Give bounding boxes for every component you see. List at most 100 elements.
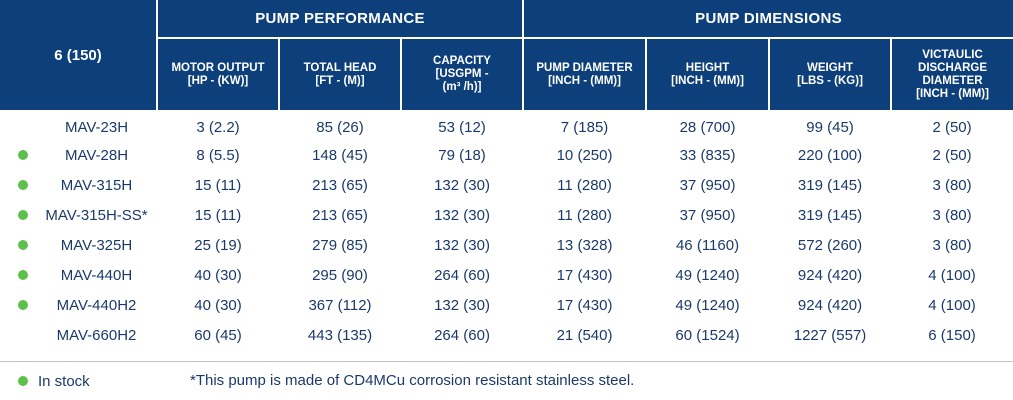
model-name: MAV-440H: [60, 266, 133, 284]
discharge-diameter-cell: 4 (100): [928, 296, 976, 314]
pump-diameter-cell: 11 (280): [557, 176, 612, 194]
weight-header: WEIGHT [LBS - (KG)]: [768, 38, 892, 110]
discharge-diameter-cell: 3 (80): [932, 176, 972, 194]
header-column-row: MOTOR OUTPUT [HP - (KW)] TOTAL HEAD [FT …: [0, 38, 1013, 110]
table-row: MAV-660H2 60 (45) 443 (135) 264 (60) 21 (540…: [0, 320, 1013, 350]
height-cell: 46 (1160): [675, 236, 740, 254]
model-name: MAV-23H: [64, 118, 129, 136]
weight-cell: 572 (260): [797, 236, 863, 254]
in-stock-dot-icon: [18, 300, 28, 310]
total-head-cell: 279 (85): [312, 236, 368, 254]
height-cell: 49 (1240): [675, 266, 740, 284]
capacity-cell: 132 (30): [434, 176, 490, 194]
table-row: MAV-315H 15 (11) 213 (65) 132 (30) 11 (280) 3…: [0, 170, 1013, 200]
total-head-cell: 85 (26): [316, 118, 364, 136]
capacity-cell: 132 (30): [434, 296, 490, 314]
total-head-cell: 148 (45): [312, 146, 368, 164]
model-cell: MAV-315H-SS*: [0, 200, 157, 230]
weight-cell: 319 (145): [797, 176, 863, 194]
height-cell: 28 (700): [679, 118, 736, 136]
model-name: MAV-440H2: [56, 296, 137, 314]
capacity-cell: 79 (18): [438, 146, 486, 164]
table-row: MAV-315H-SS* 15 (11) 213 (65) 132 (30) 11 (2…: [0, 200, 1013, 230]
motor-output-cell: 15 (11): [194, 176, 242, 194]
discharge-diameter-cell: 3 (80): [932, 206, 972, 224]
height-cell: 60 (1524): [675, 326, 740, 344]
table-row: MAV-28H 8 (5.5) 148 (45) 79 (18) 10 (250) 33 …: [0, 140, 1013, 170]
footer-divider: [0, 361, 1013, 362]
stock-legend: In stock: [18, 372, 90, 390]
weight-cell: 1227 (557): [793, 326, 867, 344]
table-body: MAV-23H 3 (2.2) 85 (26) 53 (12) 7 (185) 28 (7…: [0, 110, 1013, 350]
header-group-row: 6 (150) PUMP PERFORMANCE PUMP DIMENSIONS: [0, 0, 1013, 110]
in-stock-dot-icon: [18, 270, 28, 280]
weight-cell: 924 (420): [797, 296, 863, 314]
pump-dimensions-header: PUMP DIMENSIONS: [522, 0, 1013, 39]
model-cell: MAV-28H: [0, 140, 157, 170]
motor-output-cell: 3 (2.2): [196, 118, 240, 136]
total-head-cell: 213 (65): [312, 206, 368, 224]
total-head-header: TOTAL HEAD [FT - (M)]: [278, 38, 401, 110]
model-name: MAV-325H: [60, 236, 133, 254]
weight-cell: 99 (45): [806, 118, 854, 136]
motor-output-cell: 15 (11): [194, 206, 242, 224]
pump-diameter-cell: 7 (185): [560, 118, 609, 136]
pump-size-header: 6 (150): [0, 0, 158, 110]
model-cell: MAV-660H2: [0, 320, 157, 350]
model-cell: MAV-440H2: [0, 290, 157, 320]
discharge-diameter-cell: 3 (80): [932, 236, 972, 254]
capacity-header: CAPACITY [USGPM - (m³ /h)]: [399, 38, 524, 110]
total-head-cell: 367 (112): [308, 296, 372, 314]
weight-cell: 220 (100): [797, 146, 863, 164]
capacity-cell: 132 (30): [434, 206, 490, 224]
model-cell: MAV-325H: [0, 230, 157, 260]
motor-output-cell: 40 (30): [194, 266, 242, 284]
discharge-diameter-cell: 6 (150): [928, 326, 976, 344]
table-row: MAV-23H 3 (2.2) 85 (26) 53 (12) 7 (185) 28 (7…: [0, 110, 1013, 140]
capacity-cell: 264 (60): [434, 326, 490, 344]
pump-diameter-header: PUMP DIAMETER [INCH - (MM)]: [522, 38, 647, 110]
discharge-diameter-header: VICTAULIC DISCHARGE DIAMETER [INCH - (MM…: [890, 38, 1013, 110]
model-cell: MAV-315H: [0, 170, 157, 200]
height-header: HEIGHT [INCH - (MM)]: [645, 38, 770, 110]
in-stock-dot-icon: [18, 240, 28, 250]
height-cell: 33 (835): [679, 146, 736, 164]
weight-cell: 924 (420): [797, 266, 863, 284]
discharge-diameter-cell: 2 (50): [932, 118, 972, 136]
in-stock-dot-icon: [18, 376, 28, 386]
footnote: *This pump is made of CD4MCu corrosion r…: [190, 372, 635, 389]
total-head-cell: 443 (135): [307, 326, 373, 344]
model-cell: MAV-440H: [0, 260, 157, 290]
motor-output-cell: 60 (45): [194, 326, 242, 344]
model-cell: MAV-23H: [0, 110, 157, 140]
model-name: MAV-660H2: [56, 326, 137, 344]
in-stock-legend-label: In stock: [38, 372, 90, 390]
capacity-cell: 132 (30): [434, 236, 490, 254]
pump-diameter-cell: 17 (430): [556, 266, 613, 284]
table-row: MAV-440H2 40 (30) 367 (112) 132 (30) 17 (430…: [0, 290, 1013, 320]
pump-diameter-cell: 11 (280): [557, 206, 612, 224]
pump-diameter-cell: 13 (328): [556, 236, 613, 254]
discharge-diameter-cell: 2 (50): [932, 146, 972, 164]
total-head-cell: 213 (65): [312, 176, 368, 194]
height-cell: 37 (950): [679, 206, 736, 224]
model-name: MAV-315H: [60, 176, 133, 194]
weight-cell: 319 (145): [797, 206, 863, 224]
discharge-diameter-cell: 4 (100): [928, 266, 976, 284]
model-name: MAV-28H: [64, 146, 129, 164]
pump-diameter-cell: 17 (430): [556, 296, 613, 314]
motor-output-cell: 25 (19): [194, 236, 242, 254]
pump-spec-table: 6 (150) PUMP PERFORMANCE PUMP DIMENSIONS…: [0, 0, 1013, 350]
pump-diameter-cell: 21 (540): [556, 326, 613, 344]
total-head-cell: 295 (90): [312, 266, 368, 284]
motor-output-header: MOTOR OUTPUT [HP - (KW)]: [156, 38, 279, 110]
in-stock-dot-icon: [18, 150, 28, 160]
capacity-cell: 264 (60): [434, 266, 490, 284]
in-stock-dot-icon: [18, 210, 28, 220]
in-stock-dot-icon: [18, 180, 28, 190]
pump-performance-header: PUMP PERFORMANCE: [155, 0, 524, 39]
motor-output-cell: 8 (5.5): [196, 146, 240, 164]
pump-diameter-cell: 10 (250): [556, 146, 613, 164]
model-name: MAV-315H-SS*: [45, 206, 148, 224]
height-cell: 49 (1240): [675, 296, 740, 314]
